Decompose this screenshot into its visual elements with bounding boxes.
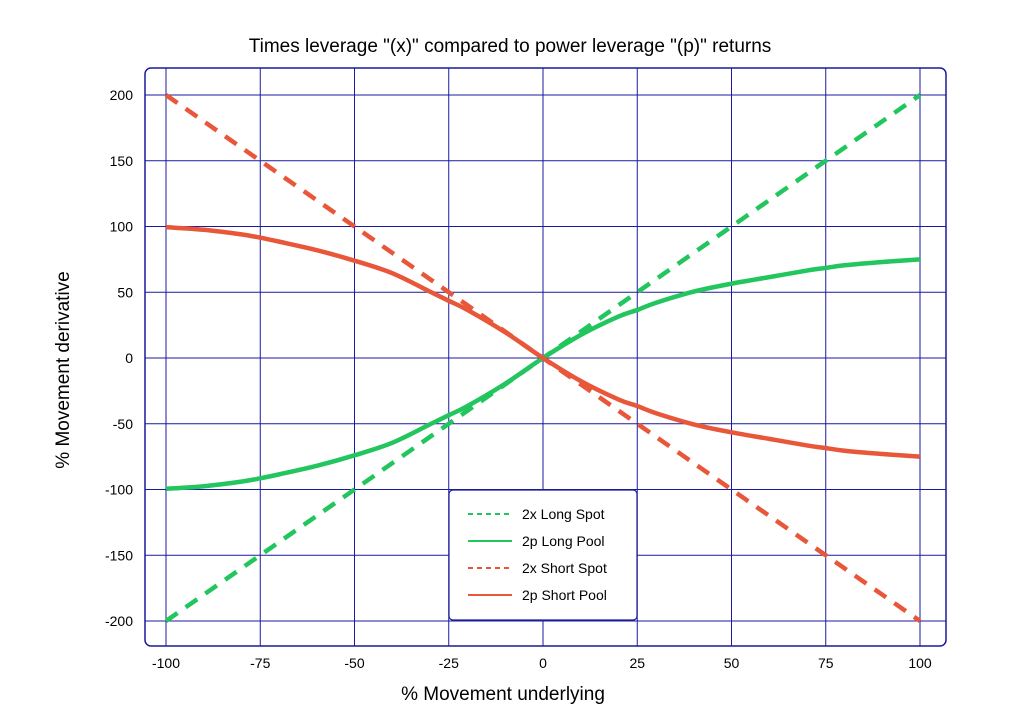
y-tick-label: 50 xyxy=(117,284,133,300)
y-tick-label: -150 xyxy=(105,547,133,563)
x-tick-label: -75 xyxy=(250,655,270,671)
x-tick-label: -100 xyxy=(152,655,180,671)
y-tick-label: 0 xyxy=(125,350,133,366)
legend-label: 2p Short Pool xyxy=(522,587,607,603)
legend-label: 2x Short Spot xyxy=(522,560,607,576)
x-axis-label: % Movement underlying xyxy=(401,684,605,705)
series-line-2p-short-pool xyxy=(165,224,921,459)
y-tick-label: -100 xyxy=(105,482,133,498)
chart-title: Times leverage "(x)" compared to power l… xyxy=(249,36,772,57)
y-tick-label: -50 xyxy=(113,416,133,432)
legend: 2x Long Spot 2p Long Pool 2x Short Spot 2p … xyxy=(448,489,638,621)
legend-box xyxy=(448,489,638,621)
x-tick-label: 25 xyxy=(629,655,645,671)
x-tick-label: 50 xyxy=(724,655,740,671)
x-tick-label: 100 xyxy=(908,655,932,671)
x-axis-ticks: -100 -75 -50 -25 0 25 50 75 100 xyxy=(152,655,932,671)
y-tick-label: 150 xyxy=(110,153,134,169)
x-tick-label: 0 xyxy=(539,655,547,671)
legend-label: 2x Long Spot xyxy=(522,506,605,522)
y-axis-ticks: 200 150 100 50 0 -50 -100 -150 -200 xyxy=(105,87,133,629)
y-axis-label: % Movement derivative xyxy=(53,271,74,468)
y-tick-label: 200 xyxy=(110,87,134,103)
legend-label: 2p Long Pool xyxy=(522,533,605,549)
x-tick-label: -25 xyxy=(439,655,459,671)
series-lines xyxy=(164,93,922,623)
x-tick-label: 75 xyxy=(818,655,834,671)
y-tick-label: -200 xyxy=(105,613,133,629)
x-tick-label: -50 xyxy=(344,655,364,671)
y-tick-label: 100 xyxy=(110,219,134,235)
plot-frame xyxy=(144,67,947,647)
